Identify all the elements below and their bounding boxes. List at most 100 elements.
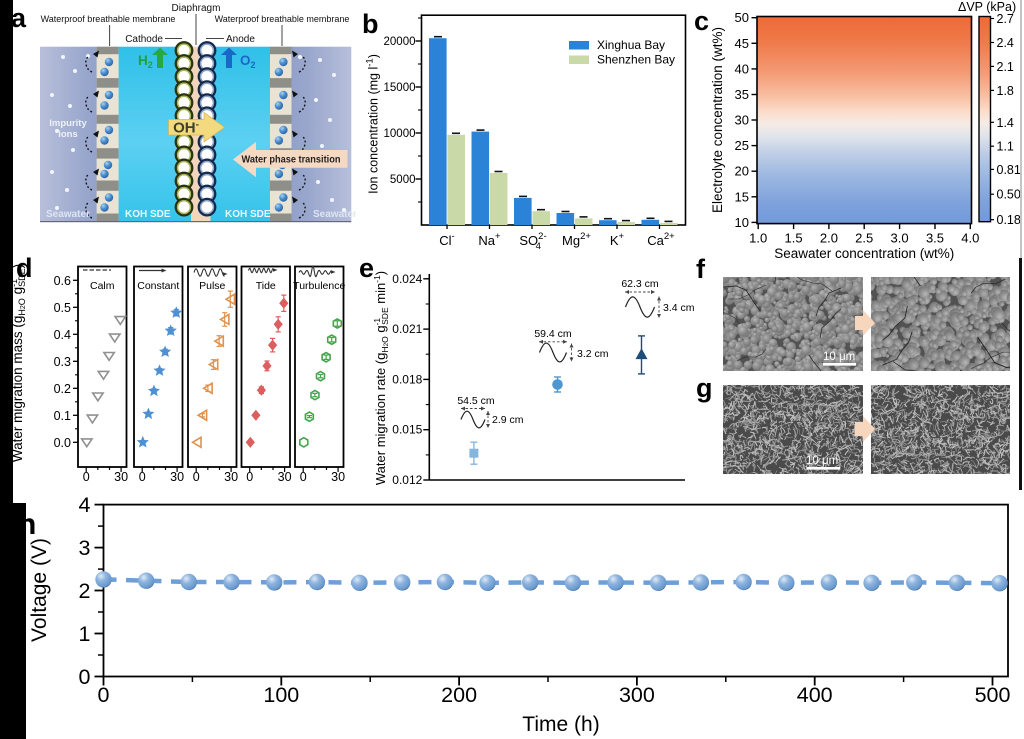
svg-text:2.1: 2.1 (997, 60, 1014, 74)
svg-text:30: 30 (278, 470, 292, 484)
svg-text:1.0: 1.0 (749, 231, 767, 246)
svg-text:Cl-: Cl- (439, 231, 454, 248)
svg-text:Diaphragm: Diaphragm (172, 3, 221, 14)
svg-text:30: 30 (331, 470, 345, 484)
svg-text:10 μm: 10 μm (823, 351, 855, 363)
svg-text:300: 300 (619, 683, 655, 707)
svg-text:0.015: 0.015 (392, 423, 422, 437)
svg-text:3.0: 3.0 (891, 231, 909, 246)
svg-text:KOH SDE: KOH SDE (225, 209, 271, 220)
svg-text:Waterproof breathable membrane: Waterproof breathable membrane (215, 14, 350, 24)
svg-text:0: 0 (300, 470, 307, 484)
svg-text:Seawater: Seawater (313, 209, 356, 220)
svg-text:4: 4 (79, 495, 91, 517)
svg-text:e: e (359, 253, 374, 283)
svg-text:2.5: 2.5 (855, 231, 873, 246)
svg-text:30: 30 (170, 470, 184, 484)
svg-text:SO2-4: SO2-4 (519, 231, 546, 252)
svg-text:Cathode: Cathode (125, 34, 163, 45)
svg-text:g: g (696, 373, 713, 403)
svg-text:1.5: 1.5 (785, 231, 803, 246)
svg-text:0.50: 0.50 (997, 188, 1021, 202)
svg-text:Waterproof breathable membrane: Waterproof breathable membrane (41, 14, 176, 24)
svg-text:2.9 cm: 2.9 cm (492, 414, 524, 426)
svg-text:100: 100 (263, 683, 299, 707)
svg-text:3.4 cm: 3.4 cm (663, 302, 695, 314)
svg-text:0.2: 0.2 (54, 382, 71, 396)
svg-text:Ion concentration (mg l-1): Ion concentration (mg l-1) (365, 54, 381, 194)
svg-text:Anode: Anode (226, 34, 255, 45)
svg-text:1.8: 1.8 (997, 84, 1014, 98)
svg-text:0.024: 0.024 (392, 272, 422, 286)
svg-text:Xinghua Bay: Xinghua Bay (597, 38, 665, 52)
svg-text:1.1: 1.1 (997, 140, 1014, 154)
svg-text:Water phase transition: Water phase transition (242, 154, 341, 166)
svg-text:2.7: 2.7 (997, 12, 1014, 26)
svg-text:0: 0 (98, 683, 110, 707)
svg-text:Tide: Tide (256, 280, 276, 292)
svg-text:Time (h): Time (h) (522, 713, 599, 736)
svg-text:f: f (696, 255, 706, 284)
svg-text:0: 0 (193, 470, 200, 484)
svg-text:30: 30 (735, 113, 749, 128)
svg-text:Mg2+: Mg2+ (562, 231, 591, 248)
svg-text:10 μm: 10 μm (806, 455, 838, 467)
svg-text:Electrolyte concentration (wt%: Electrolyte concentration (wt%) (710, 27, 725, 213)
svg-text:0.4: 0.4 (54, 328, 71, 342)
svg-text:Seawater: Seawater (46, 209, 90, 220)
svg-text:5000: 5000 (390, 174, 416, 186)
svg-text:a: a (11, 3, 27, 33)
svg-text:1.4: 1.4 (997, 116, 1014, 130)
svg-text:3.2 cm: 3.2 cm (577, 348, 609, 360)
svg-text:b: b (362, 9, 379, 39)
svg-text:Pulse: Pulse (199, 280, 225, 292)
svg-text:0: 0 (139, 470, 146, 484)
svg-text:20: 20 (735, 164, 749, 179)
svg-text:0.018: 0.018 (392, 372, 422, 386)
svg-text:4.0: 4.0 (961, 231, 979, 246)
svg-text:Water migration rate (gH2O g-1: Water migration rate (gH2O g-1SDE min-1) (372, 271, 390, 485)
svg-text:0.3: 0.3 (54, 355, 71, 369)
svg-text:Na+: Na+ (478, 231, 501, 248)
svg-text:1: 1 (79, 622, 91, 646)
svg-text:ΔVP (kPa): ΔVP (kPa) (958, 0, 1016, 14)
svg-text:0.021: 0.021 (392, 322, 422, 336)
svg-text:25: 25 (735, 138, 749, 153)
svg-text:d: d (16, 253, 33, 283)
svg-text:0.81: 0.81 (997, 163, 1021, 177)
svg-text:0.0: 0.0 (54, 436, 71, 450)
svg-text:2.4: 2.4 (997, 36, 1014, 50)
svg-text:500: 500 (975, 683, 1011, 707)
svg-text:30: 30 (114, 470, 128, 484)
svg-text:Calm: Calm (90, 280, 115, 292)
svg-text:10: 10 (735, 215, 749, 230)
svg-text:KOH SDE: KOH SDE (125, 209, 171, 220)
svg-text:15000: 15000 (384, 82, 416, 94)
svg-text:0.1: 0.1 (54, 409, 71, 423)
svg-text:59.4 cm: 59.4 cm (534, 328, 572, 340)
svg-text:400: 400 (797, 683, 833, 707)
svg-text:K+: K+ (610, 231, 625, 248)
svg-text:0.18: 0.18 (997, 213, 1021, 227)
svg-text:Constant: Constant (137, 280, 179, 292)
svg-text:54.5 cm: 54.5 cm (457, 395, 495, 407)
svg-text:0: 0 (79, 665, 91, 689)
svg-text:Turbulence: Turbulence (293, 280, 345, 292)
svg-text:0: 0 (83, 470, 90, 484)
svg-text:ions: ions (58, 129, 78, 140)
svg-text:0.012: 0.012 (392, 473, 422, 487)
svg-text:15: 15 (735, 189, 749, 204)
svg-text:Impurity: Impurity (49, 118, 87, 129)
svg-text:0.5: 0.5 (54, 301, 71, 315)
svg-text:Seawater concentration (wt%): Seawater concentration (wt%) (774, 246, 954, 261)
svg-text:62.3 cm: 62.3 cm (621, 278, 659, 290)
svg-text:OH-: OH- (173, 120, 199, 137)
svg-text:Ca2+: Ca2+ (647, 231, 675, 248)
svg-text:3.5: 3.5 (926, 231, 944, 246)
svg-text:Shenzhen Bay: Shenzhen Bay (597, 53, 675, 67)
svg-text:10000: 10000 (384, 128, 416, 140)
svg-text:50: 50 (735, 10, 749, 25)
svg-text:40: 40 (735, 61, 749, 76)
svg-text:2: 2 (79, 579, 91, 603)
svg-text:20000: 20000 (384, 36, 416, 48)
